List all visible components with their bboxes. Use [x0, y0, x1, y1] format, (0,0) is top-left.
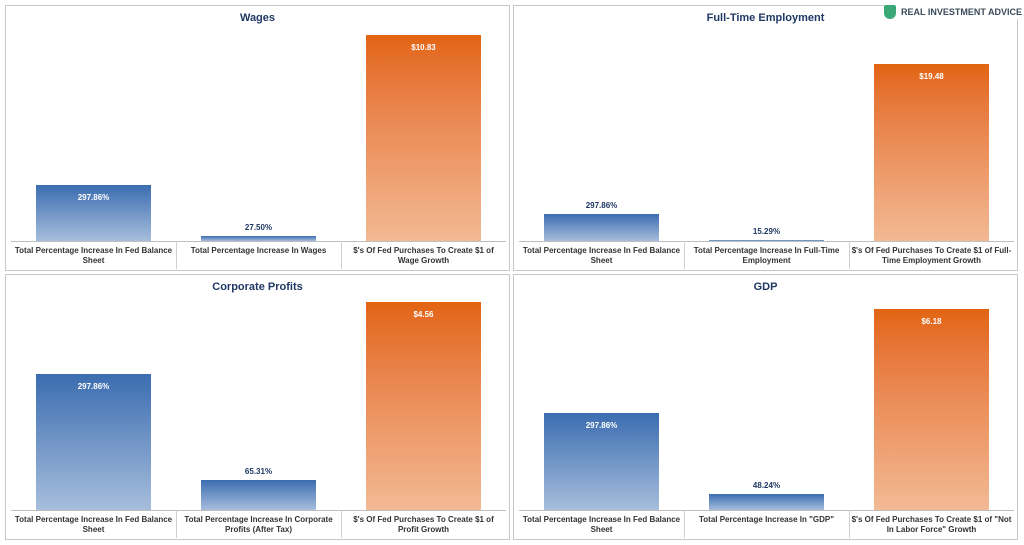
x-axis — [519, 510, 1014, 511]
category-separator — [176, 510, 177, 538]
x-tick-label: Total Percentage Increase In Fed Balance… — [14, 246, 173, 265]
bar — [36, 373, 151, 510]
bar — [201, 235, 316, 241]
x-axis — [519, 241, 1014, 242]
data-label: 15.29% — [752, 226, 781, 236]
chart-panel: Full-Time Employment Total Percentage Inc… — [513, 5, 1018, 271]
bar — [709, 494, 824, 510]
x-tick-label: Total Percentage Increase In Fed Balance… — [14, 515, 173, 534]
x-tick-label: Total Percentage Increase In Fed Balance… — [522, 246, 681, 265]
category-separator — [849, 241, 850, 269]
category-separator — [684, 510, 685, 538]
bar — [36, 185, 151, 241]
x-tick-label: Total Percentage Increase In Full-Time E… — [693, 246, 840, 265]
bar — [709, 239, 824, 241]
logo-icon — [884, 5, 896, 19]
x-tick-label: $'s Of Fed Purchases To Create $1 of Ful… — [851, 246, 1012, 265]
logo: REAL INVESTMENT ADVICE — [884, 5, 1023, 19]
x-tick-label: Total Percentage Increase In "GDP" — [698, 515, 835, 524]
data-label: 297.86% — [585, 201, 618, 210]
chart-title: Corporate Profits — [212, 281, 303, 293]
data-label: $19.48 — [919, 71, 944, 81]
bar — [366, 35, 481, 241]
bar — [366, 302, 481, 510]
data-label: $4.56 — [413, 310, 434, 320]
chart-title: Full-Time Employment — [706, 12, 825, 24]
bar — [544, 214, 659, 241]
bar — [874, 309, 989, 510]
x-tick-label: Total Percentage Increase In Corporate P… — [184, 515, 333, 534]
data-label: 297.86% — [77, 381, 110, 391]
category-separator — [176, 241, 177, 269]
category-separator — [341, 241, 342, 269]
data-label: $6.18 — [921, 317, 942, 327]
category-separator — [341, 510, 342, 538]
category-separator — [684, 241, 685, 269]
data-label: 297.86% — [585, 421, 618, 430]
chart-title: Wages — [239, 12, 276, 24]
data-label: 27.50% — [244, 222, 273, 232]
data-label: 48.24% — [752, 481, 781, 491]
category-separator — [849, 510, 850, 538]
chart-title: GDP — [753, 281, 778, 293]
x-tick-label: $'s Of Fed Purchases To Create $1 of Wag… — [353, 246, 494, 265]
bar — [201, 480, 316, 510]
logo-text: REAL INVESTMENT ADVICE — [901, 7, 1023, 17]
data-label: $10.83 — [411, 43, 436, 53]
x-axis — [11, 510, 506, 511]
x-tick-label: Total Percentage Increase In Fed Balance… — [522, 515, 681, 534]
bar — [544, 413, 659, 510]
x-tick-label: $'s Of Fed Purchases To Create $1 of Pro… — [353, 515, 494, 534]
chart-panel: GDP Total Percentage Increase In Fed Bala… — [513, 274, 1018, 540]
data-label: 297.86% — [77, 193, 110, 203]
bar — [874, 63, 989, 241]
x-tick-label: Total Percentage Increase In Wages — [190, 246, 327, 255]
x-axis — [11, 241, 506, 242]
chart-panel: Wages Total Percentage Increase In Fed Ba… — [5, 5, 510, 271]
x-tick-label: $'s Of Fed Purchases To Create $1 of "No… — [851, 515, 1012, 534]
data-label: 65.31% — [244, 467, 273, 477]
chart-panel: Corporate Profits Total Percentage Increa… — [5, 274, 510, 540]
